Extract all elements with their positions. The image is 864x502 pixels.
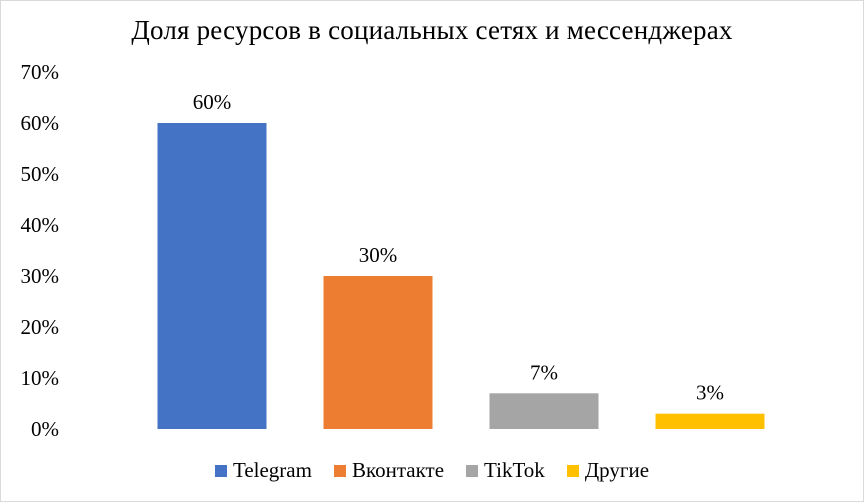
legend-label: Вконтакте xyxy=(351,458,445,482)
chart-title: Доля ресурсов в социальных сетях и мессе… xyxy=(131,15,733,45)
bar-вконтакте xyxy=(323,276,433,429)
legend-label: Telegram xyxy=(232,458,312,482)
legend-item: TikTok xyxy=(466,458,545,483)
y-tick-label: 60% xyxy=(21,111,60,135)
bar-telegram xyxy=(157,123,267,429)
data-label: 30% xyxy=(359,243,398,267)
y-tick-label: 20% xyxy=(21,315,60,339)
bar-другие xyxy=(655,413,765,429)
y-tick-label: 30% xyxy=(21,264,60,288)
y-tick-label: 40% xyxy=(21,213,60,237)
legend-item: Другие xyxy=(566,458,650,483)
legend-swatch xyxy=(566,464,579,477)
data-label: 7% xyxy=(530,360,558,384)
legend-label: TikTok xyxy=(484,458,545,482)
legend-swatch xyxy=(333,464,346,477)
legend-swatch xyxy=(466,464,479,477)
y-tick-label: 0% xyxy=(31,417,59,441)
y-tick-label: 70% xyxy=(21,60,60,84)
legend-item: Telegram xyxy=(214,458,312,483)
data-label: 60% xyxy=(193,90,232,114)
chart-legend: Telegram Вконтакте TikTok Другие xyxy=(1,458,863,483)
legend-item: Вконтакте xyxy=(333,458,445,483)
bar-tiktok xyxy=(489,393,599,429)
legend-swatch xyxy=(214,464,227,477)
y-tick-label: 10% xyxy=(21,366,60,390)
data-label: 3% xyxy=(696,381,724,405)
y-tick-label: 50% xyxy=(21,162,60,186)
legend-label: Другие xyxy=(584,458,650,482)
